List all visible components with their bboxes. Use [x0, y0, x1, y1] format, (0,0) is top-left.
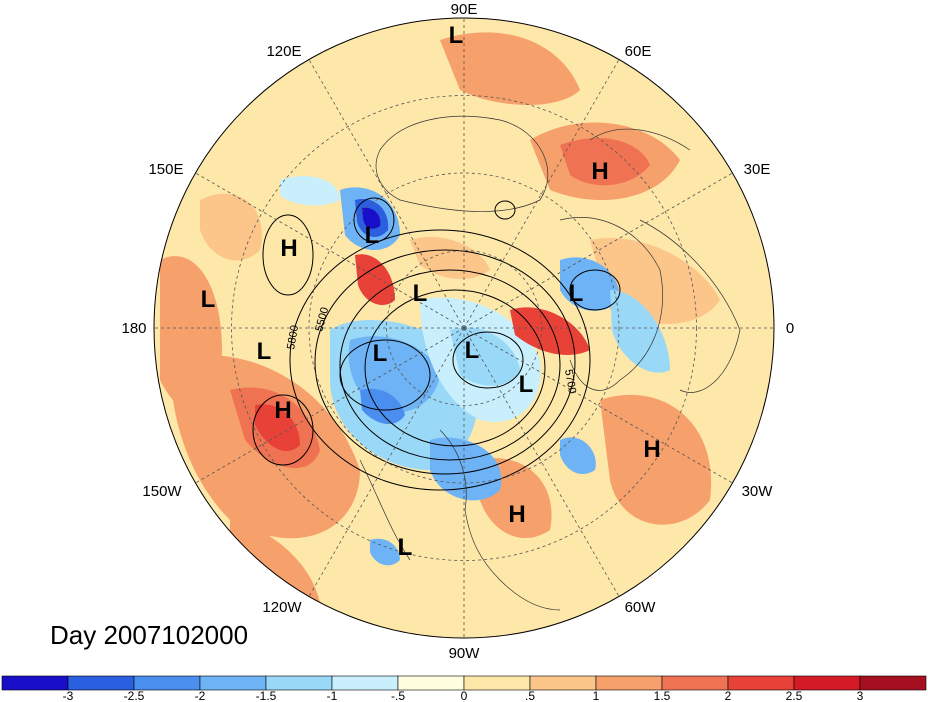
colorbar-box — [265, 675, 333, 691]
map-title: Day 2007102000 — [50, 620, 249, 650]
colorbar-tick-label: -.5 — [391, 689, 405, 702]
pressure-center-low-baffin: L — [398, 534, 413, 561]
colorbar-tick-label: 2.5 — [786, 689, 803, 702]
pressure-center-low-pacific-west: L — [257, 338, 272, 365]
meridian-line — [463, 172, 733, 329]
colorbar-box — [727, 675, 795, 691]
pressure-center-low-mediterranean: L — [201, 286, 216, 313]
contour-label-5800: 5800 — [285, 324, 301, 350]
latitude-circle — [386, 250, 542, 406]
meridian-line — [463, 327, 620, 597]
pressure-center-high-siberia: H — [280, 235, 297, 262]
colorbar-tick-label: -3 — [63, 689, 74, 702]
pressure-center-low-alaska: L — [465, 337, 480, 364]
latitude-circle — [308, 172, 620, 484]
colorbar-box — [397, 675, 465, 691]
colorbar: -3 -2.5 -2 -1.5 -1 -.5 0 .5 1 1.5 2 2.5 3 — [1, 675, 927, 702]
lon-label-150w: 150W — [142, 483, 182, 500]
colorbar-tick-label: 0 — [461, 689, 468, 702]
meridian-line — [308, 327, 465, 597]
colorbar-tick-label: -2.5 — [124, 689, 145, 702]
pressure-center-low-east-asia: L — [365, 222, 380, 249]
colorbar-tick-label: -2 — [195, 689, 206, 702]
graticule — [154, 18, 774, 638]
meridian-line — [463, 327, 733, 484]
contours — [252, 197, 621, 491]
lon-label-30e: 30E — [744, 161, 771, 178]
colorbar-box — [1, 675, 69, 691]
colorbar-tick-label: 1.5 — [654, 689, 671, 702]
lon-label-180: 180 — [121, 320, 146, 337]
colorbar-box — [331, 675, 399, 691]
colorbar-box — [661, 675, 729, 691]
lon-label-120e: 120E — [266, 43, 301, 60]
lon-label-60w: 60W — [625, 599, 657, 616]
colorbar-box — [859, 675, 927, 691]
colorbar-tick-label: .5 — [525, 689, 535, 702]
pressure-center-high-atlantic-west: H — [508, 501, 525, 528]
colorbar-box — [529, 675, 597, 691]
pressure-center-high-pacific: H — [274, 397, 291, 424]
colorbar-labels: -3 -2.5 -2 -1.5 -1 -.5 0 .5 1 1.5 2 2.5 3 — [63, 689, 864, 702]
map-boundary — [153, 17, 775, 639]
pressure-center-low-bering: L — [413, 280, 428, 307]
anomaly-field — [154, 18, 774, 638]
colorbar-tick-label: 2 — [725, 689, 732, 702]
meridian-line — [463, 59, 620, 329]
contour-label-5700: 5700 — [562, 368, 578, 394]
colorbar-box — [67, 675, 135, 691]
colorbar-box — [199, 675, 267, 691]
coastlines — [359, 115, 741, 611]
meridian-line — [195, 172, 465, 329]
colorbar-tick-label: -1 — [327, 689, 338, 702]
meridian-line — [195, 327, 465, 484]
colorbar-box — [595, 675, 663, 691]
pressure-center-high-europe: H — [591, 158, 608, 185]
latitude-circle — [231, 95, 697, 561]
lon-label-60e: 60E — [625, 43, 652, 60]
meridian-line — [308, 59, 465, 329]
lon-label-0: 0 — [786, 320, 794, 337]
lon-label-150e: 150E — [148, 161, 183, 178]
pressure-center-low-mexico: L — [398, 534, 413, 561]
lon-label-120w: 120W — [262, 599, 302, 616]
pressure-center-low-north: L — [449, 22, 464, 49]
colorbar-tick-label: -1.5 — [256, 689, 277, 702]
colorbar-box — [133, 675, 201, 691]
lon-label-90e: 90E — [451, 1, 478, 18]
colorbar-box — [463, 675, 531, 691]
colorbar-boxes — [1, 675, 927, 691]
pressure-center-low-canada-north: L — [519, 371, 534, 398]
pressure-center-high-atlantic-east: H — [643, 436, 660, 463]
pressure-center-low-pacific-east: L — [373, 340, 388, 367]
lon-label-90w: 90W — [449, 645, 481, 662]
lon-label-30w: 30W — [742, 483, 774, 500]
polar-map: 5500 5800 5700 90E 60E 30E 0 30W 60W 90W… — [121, 1, 794, 662]
colorbar-box — [793, 675, 861, 691]
pressure-center-low-arctic: L — [569, 280, 584, 307]
colorbar-tick-label: 3 — [857, 689, 864, 702]
colorbar-tick-label: 1 — [593, 689, 600, 702]
